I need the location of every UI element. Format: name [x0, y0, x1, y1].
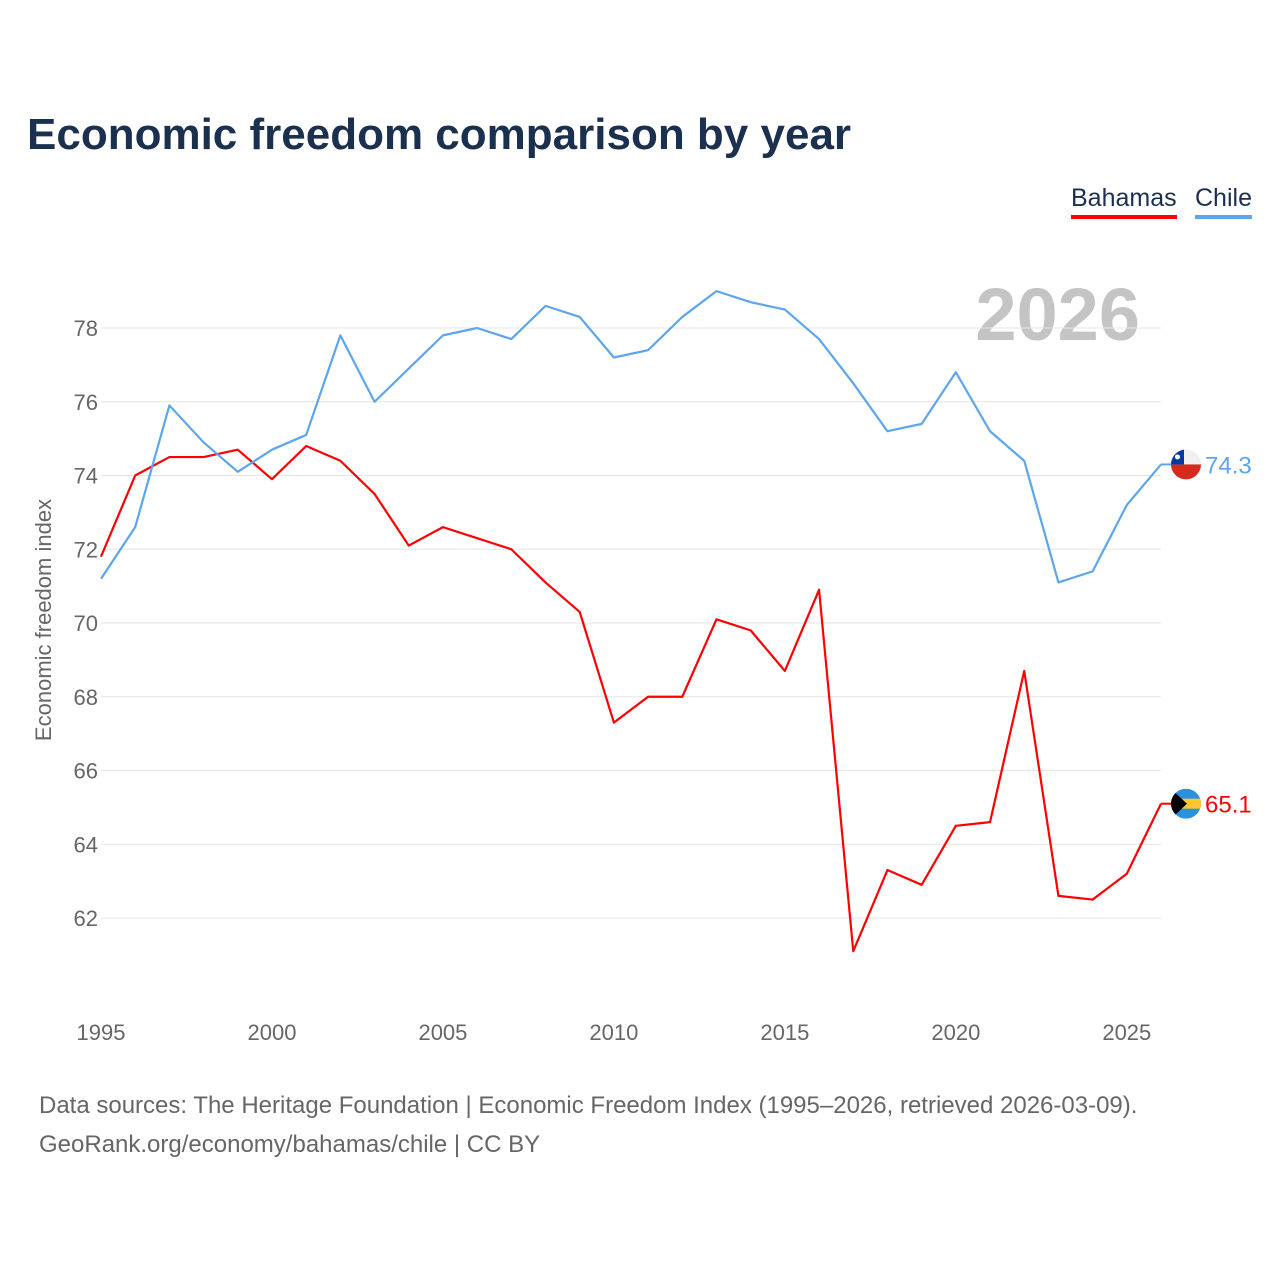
x-tick-label: 2005 — [418, 1020, 467, 1045]
series-line-bahamas — [99, 444, 1162, 953]
x-tick-label: 2015 — [760, 1020, 809, 1045]
source-text: Data sources: The Heritage Foundation | … — [39, 1092, 1138, 1119]
x-tick-label: 1995 — [77, 1020, 126, 1045]
y-tick-label: 66 — [74, 759, 98, 784]
y-tick-label: 76 — [74, 390, 98, 415]
chile-flag-icon — [1171, 449, 1201, 480]
bahamas-flag-icon — [1171, 788, 1201, 819]
y-tick-label: 62 — [74, 906, 98, 931]
y-tick-label: 78 — [74, 316, 98, 341]
y-axis-label: Economic freedom index — [31, 499, 56, 741]
y-tick-label: 68 — [74, 685, 98, 710]
end-value-label-bahamas: 65.1 — [1205, 792, 1252, 819]
y-tick-label: 70 — [74, 611, 98, 636]
legend-chile[interactable]: Chile — [1195, 184, 1252, 219]
y-tick-label: 74 — [74, 464, 98, 489]
x-tick-label: 2025 — [1102, 1020, 1151, 1045]
x-tick-label: 2020 — [931, 1020, 980, 1045]
y-tick-label: 64 — [74, 832, 98, 857]
end-value-label-chile: 74.3 — [1205, 452, 1252, 479]
year-watermark: 2026 — [975, 273, 1140, 356]
series-line-chile — [100, 290, 1162, 584]
chart-title: Economic freedom comparison by year — [27, 110, 852, 159]
source-link[interactable]: GeoRank.org/economy/bahamas/chile | CC B… — [39, 1131, 541, 1158]
footer: Data sources: The Heritage Foundation | … — [39, 1086, 1137, 1164]
x-tick-label: 2010 — [589, 1020, 638, 1045]
legend-bahamas[interactable]: Bahamas — [1071, 184, 1177, 219]
x-tick-label: 2000 — [247, 1020, 296, 1045]
y-tick-label: 72 — [74, 537, 98, 562]
